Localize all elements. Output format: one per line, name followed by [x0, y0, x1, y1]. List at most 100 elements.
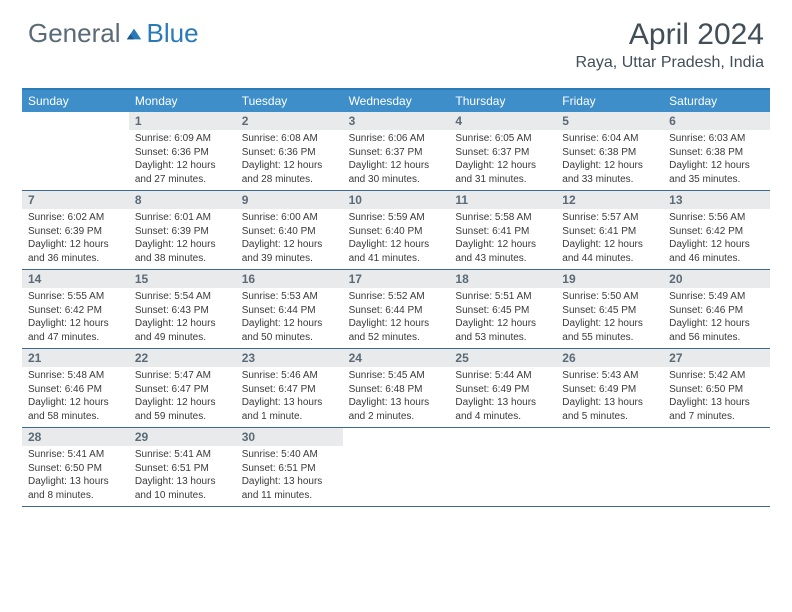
sunrise-line: Sunrise: 5:56 AM [669, 211, 764, 225]
sunset-line: Sunset: 6:51 PM [242, 462, 337, 476]
daylight-line: Daylight: 12 hours and 49 minutes. [135, 317, 230, 344]
day-number: 27 [663, 349, 770, 367]
day-number: 12 [556, 191, 663, 209]
sunrise-line: Sunrise: 5:55 AM [28, 290, 123, 304]
sunrise-line: Sunrise: 5:41 AM [135, 448, 230, 462]
day-header-cell: Sunday [22, 90, 129, 112]
daylight-line: Daylight: 13 hours and 2 minutes. [349, 396, 444, 423]
day-number: 14 [22, 270, 129, 288]
location-text: Raya, Uttar Pradesh, India [575, 54, 764, 72]
day-number: 19 [556, 270, 663, 288]
sunset-line: Sunset: 6:39 PM [28, 225, 123, 239]
day-number: 17 [343, 270, 450, 288]
sunset-line: Sunset: 6:36 PM [242, 146, 337, 160]
sunrise-line: Sunrise: 5:40 AM [242, 448, 337, 462]
day-info: Sunrise: 5:50 AMSunset: 6:45 PMDaylight:… [556, 288, 663, 348]
day-number: 5 [556, 112, 663, 130]
sunset-line: Sunset: 6:46 PM [28, 383, 123, 397]
sunset-line: Sunset: 6:42 PM [28, 304, 123, 318]
day-info: Sunrise: 6:03 AMSunset: 6:38 PMDaylight:… [663, 130, 770, 190]
header: General Blue April 2024 Raya, Uttar Prad… [0, 0, 792, 80]
day-number: 9 [236, 191, 343, 209]
daylight-line: Daylight: 12 hours and 28 minutes. [242, 159, 337, 186]
sunset-line: Sunset: 6:49 PM [562, 383, 657, 397]
day-info: Sunrise: 5:40 AMSunset: 6:51 PMDaylight:… [236, 446, 343, 506]
sunrise-line: Sunrise: 5:53 AM [242, 290, 337, 304]
daylight-line: Daylight: 12 hours and 44 minutes. [562, 238, 657, 265]
daylight-line: Daylight: 12 hours and 36 minutes. [28, 238, 123, 265]
daylight-line: Daylight: 13 hours and 4 minutes. [455, 396, 550, 423]
day-cell: 24Sunrise: 5:45 AMSunset: 6:48 PMDayligh… [343, 349, 450, 427]
daylight-line: Daylight: 12 hours and 43 minutes. [455, 238, 550, 265]
daylight-line: Daylight: 12 hours and 47 minutes. [28, 317, 123, 344]
sunrise-line: Sunrise: 6:00 AM [242, 211, 337, 225]
sunset-line: Sunset: 6:44 PM [349, 304, 444, 318]
sunset-line: Sunset: 6:47 PM [242, 383, 337, 397]
day-header-cell: Saturday [663, 90, 770, 112]
daylight-line: Daylight: 13 hours and 8 minutes. [28, 475, 123, 502]
day-cell: 12Sunrise: 5:57 AMSunset: 6:41 PMDayligh… [556, 191, 663, 269]
day-info: Sunrise: 5:49 AMSunset: 6:46 PMDaylight:… [663, 288, 770, 348]
day-cell: 7Sunrise: 6:02 AMSunset: 6:39 PMDaylight… [22, 191, 129, 269]
sunset-line: Sunset: 6:45 PM [455, 304, 550, 318]
sunset-line: Sunset: 6:39 PM [135, 225, 230, 239]
day-cell: 26Sunrise: 5:43 AMSunset: 6:49 PMDayligh… [556, 349, 663, 427]
daylight-line: Daylight: 12 hours and 52 minutes. [349, 317, 444, 344]
day-cell: 25Sunrise: 5:44 AMSunset: 6:49 PMDayligh… [449, 349, 556, 427]
daylight-line: Daylight: 12 hours and 39 minutes. [242, 238, 337, 265]
day-cell [343, 428, 450, 506]
sunrise-line: Sunrise: 5:52 AM [349, 290, 444, 304]
day-cell: 14 Sunrise: 5:55 AMSunset: 6:42 PMDayligh… [22, 270, 129, 348]
weeks-container: 1Sunrise: 6:09 AMSunset: 6:36 PMDaylight… [22, 112, 770, 507]
sunset-line: Sunset: 6:47 PM [135, 383, 230, 397]
day-cell: 20Sunrise: 5:49 AMSunset: 6:46 PMDayligh… [663, 270, 770, 348]
day-number: 6 [663, 112, 770, 130]
day-info: Sunrise: 5:57 AMSunset: 6:41 PMDaylight:… [556, 209, 663, 269]
logo: General Blue [28, 18, 199, 49]
sunrise-line: Sunrise: 5:42 AM [669, 369, 764, 383]
daylight-line: Daylight: 12 hours and 33 minutes. [562, 159, 657, 186]
daylight-line: Daylight: 13 hours and 10 minutes. [135, 475, 230, 502]
day-cell: 23Sunrise: 5:46 AMSunset: 6:47 PMDayligh… [236, 349, 343, 427]
day-cell: 30Sunrise: 5:40 AMSunset: 6:51 PMDayligh… [236, 428, 343, 506]
sunset-line: Sunset: 6:48 PM [349, 383, 444, 397]
day-cell [556, 428, 663, 506]
day-number: 3 [343, 112, 450, 130]
sunset-line: Sunset: 6:51 PM [135, 462, 230, 476]
day-number: 8 [129, 191, 236, 209]
sunrise-line: Sunrise: 6:05 AM [455, 132, 550, 146]
day-number: 24 [343, 349, 450, 367]
day-info: Sunrise: 6:02 AMSunset: 6:39 PMDaylight:… [22, 209, 129, 269]
daylight-line: Daylight: 13 hours and 11 minutes. [242, 475, 337, 502]
day-number: 4 [449, 112, 556, 130]
day-info: Sunrise: 5:41 AMSunset: 6:51 PMDaylight:… [129, 446, 236, 506]
sunrise-line: Sunrise: 6:02 AM [28, 211, 123, 225]
logo-text-1: General [28, 18, 121, 49]
day-info: Sunrise: 5:53 AMSunset: 6:44 PMDaylight:… [236, 288, 343, 348]
day-cell: 6Sunrise: 6:03 AMSunset: 6:38 PMDaylight… [663, 112, 770, 190]
daylight-line: Daylight: 13 hours and 7 minutes. [669, 396, 764, 423]
sunrise-line: Sunrise: 5:48 AM [28, 369, 123, 383]
sunset-line: Sunset: 6:42 PM [669, 225, 764, 239]
sunrise-line: Sunrise: 5:59 AM [349, 211, 444, 225]
sunrise-line: Sunrise: 6:01 AM [135, 211, 230, 225]
sunset-line: Sunset: 6:36 PM [135, 146, 230, 160]
day-info: Sunrise: 5:46 AMSunset: 6:47 PMDaylight:… [236, 367, 343, 427]
daylight-line: Daylight: 13 hours and 1 minute. [242, 396, 337, 423]
day-info: Sunrise: 5:58 AMSunset: 6:41 PMDaylight:… [449, 209, 556, 269]
sunrise-line: Sunrise: 5:54 AM [135, 290, 230, 304]
day-cell: 27Sunrise: 5:42 AMSunset: 6:50 PMDayligh… [663, 349, 770, 427]
day-cell [22, 112, 129, 190]
sunrise-line: Sunrise: 5:41 AM [28, 448, 123, 462]
logo-text-2: Blue [147, 18, 199, 49]
daylight-line: Daylight: 12 hours and 30 minutes. [349, 159, 444, 186]
day-cell: 18Sunrise: 5:51 AMSunset: 6:45 PMDayligh… [449, 270, 556, 348]
day-info: Sunrise: 5:41 AMSunset: 6:50 PMDaylight:… [22, 446, 129, 506]
day-number: 23 [236, 349, 343, 367]
day-info: Sunrise: 6:09 AMSunset: 6:36 PMDaylight:… [129, 130, 236, 190]
day-cell: 5Sunrise: 6:04 AMSunset: 6:38 PMDaylight… [556, 112, 663, 190]
sunrise-line: Sunrise: 5:51 AM [455, 290, 550, 304]
day-cell: 17 Sunrise: 5:52 AMSunset: 6:44 PMDayligh… [343, 270, 450, 348]
day-header-cell: Thursday [449, 90, 556, 112]
sunset-line: Sunset: 6:41 PM [455, 225, 550, 239]
